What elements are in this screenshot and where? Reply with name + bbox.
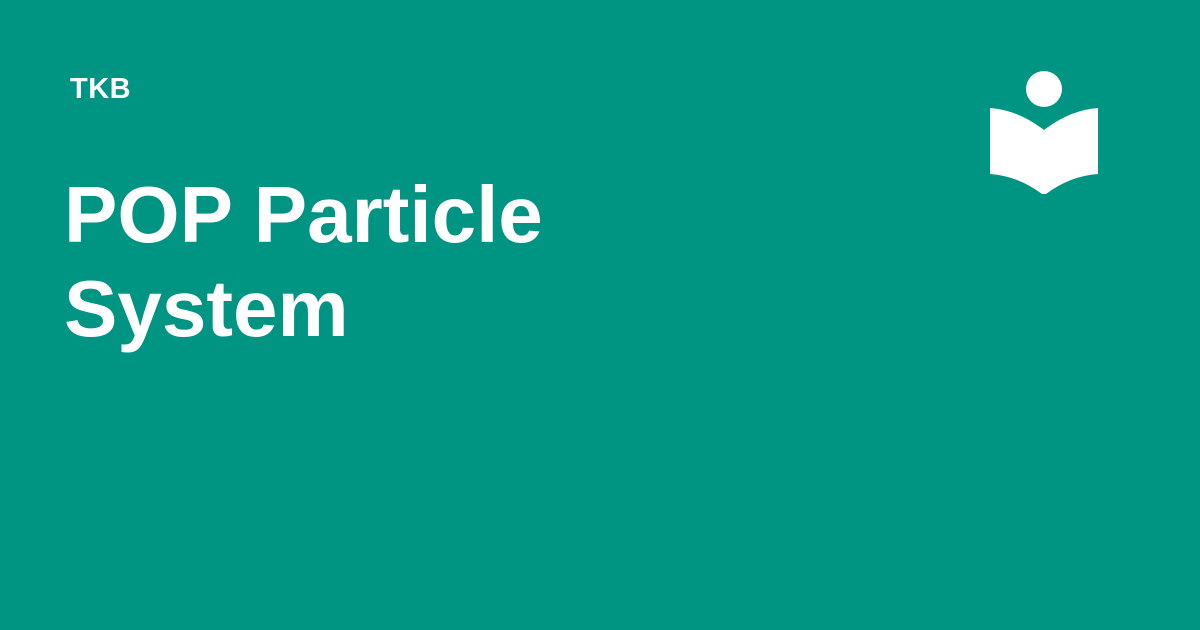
reader-book-icon xyxy=(990,71,1098,194)
site-name: TKB xyxy=(70,73,132,105)
page-title: POP Particle System xyxy=(64,170,543,353)
